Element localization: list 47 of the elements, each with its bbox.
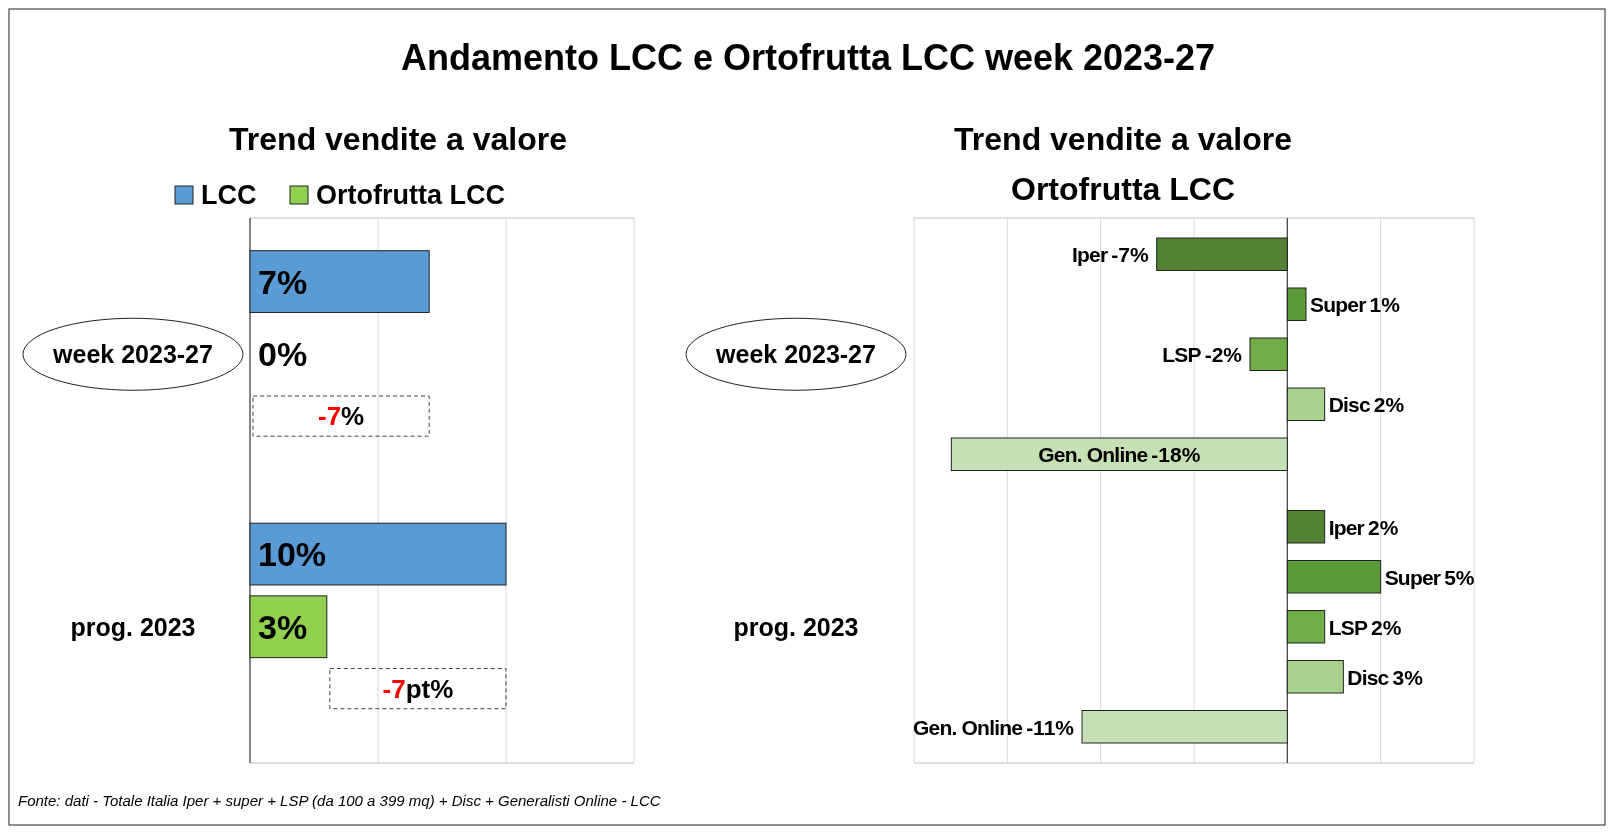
y-tick-label: week 2023-27 bbox=[715, 340, 876, 369]
data-label: 1% bbox=[1369, 293, 1401, 317]
bar bbox=[1286, 287, 1307, 321]
series-label: Disc bbox=[1347, 665, 1390, 689]
data-label: 2% bbox=[1371, 615, 1402, 639]
text: LSP bbox=[1162, 343, 1201, 367]
data-label: 3% bbox=[1392, 665, 1424, 689]
source-note: Fonte: dati - Totale Italia Iper + super + LSP (da 100 a 399 mq) + Disc + Generalisti Online - LCC bbox=[18, 792, 661, 809]
data-label: -11% bbox=[1026, 715, 1075, 739]
bar bbox=[950, 437, 1288, 471]
chart-subtitle: Ortofrutta LCC bbox=[1011, 171, 1235, 207]
text: Super bbox=[1384, 565, 1441, 589]
legend-label: Ortofrutta LCC bbox=[316, 180, 505, 210]
bar bbox=[1286, 387, 1326, 421]
series-label: Super bbox=[1310, 293, 1367, 317]
text: Andamento LCC e Ortofrutta LCC week 2023-27 bbox=[400, 37, 1216, 78]
text: Disc bbox=[1328, 393, 1370, 417]
chart-title: Trend vendite a valore bbox=[954, 121, 1292, 157]
y-tick-label: prog. 2023 bbox=[733, 612, 859, 641]
bar bbox=[1249, 337, 1288, 371]
series-label: Iper bbox=[1328, 515, 1365, 539]
data-label: 7% bbox=[258, 262, 308, 301]
y-tick-label: prog. 2023 bbox=[70, 612, 196, 641]
series-label: Gen. Online bbox=[1038, 443, 1148, 467]
data-label: -7% bbox=[1111, 243, 1149, 267]
text: Iper bbox=[1072, 243, 1108, 267]
data-label: 2% bbox=[1367, 515, 1399, 539]
bar bbox=[1286, 510, 1326, 544]
data-label: 2% bbox=[1373, 393, 1405, 417]
bar bbox=[1156, 237, 1288, 271]
data-label: -18% bbox=[1151, 443, 1201, 467]
bar bbox=[1081, 710, 1288, 744]
series-label: LSP bbox=[1328, 615, 1368, 639]
chart-subtitle: Trend vendite a valore bbox=[229, 121, 567, 157]
annotation: -7% bbox=[317, 401, 365, 432]
legend-label: LCC bbox=[201, 180, 257, 210]
bar bbox=[1286, 560, 1382, 594]
data-label: 10% bbox=[258, 535, 327, 574]
bar bbox=[1286, 660, 1344, 694]
data-label: 3% bbox=[258, 607, 308, 646]
annotation: -7pt% bbox=[382, 673, 454, 704]
data-label: 5% bbox=[1444, 565, 1475, 589]
y-tick-label: week 2023-27 bbox=[52, 340, 213, 369]
text: Gen. Online bbox=[913, 715, 1023, 739]
data-label: 0% bbox=[258, 335, 308, 374]
bar bbox=[1286, 610, 1326, 644]
data-label: -2% bbox=[1204, 343, 1243, 367]
